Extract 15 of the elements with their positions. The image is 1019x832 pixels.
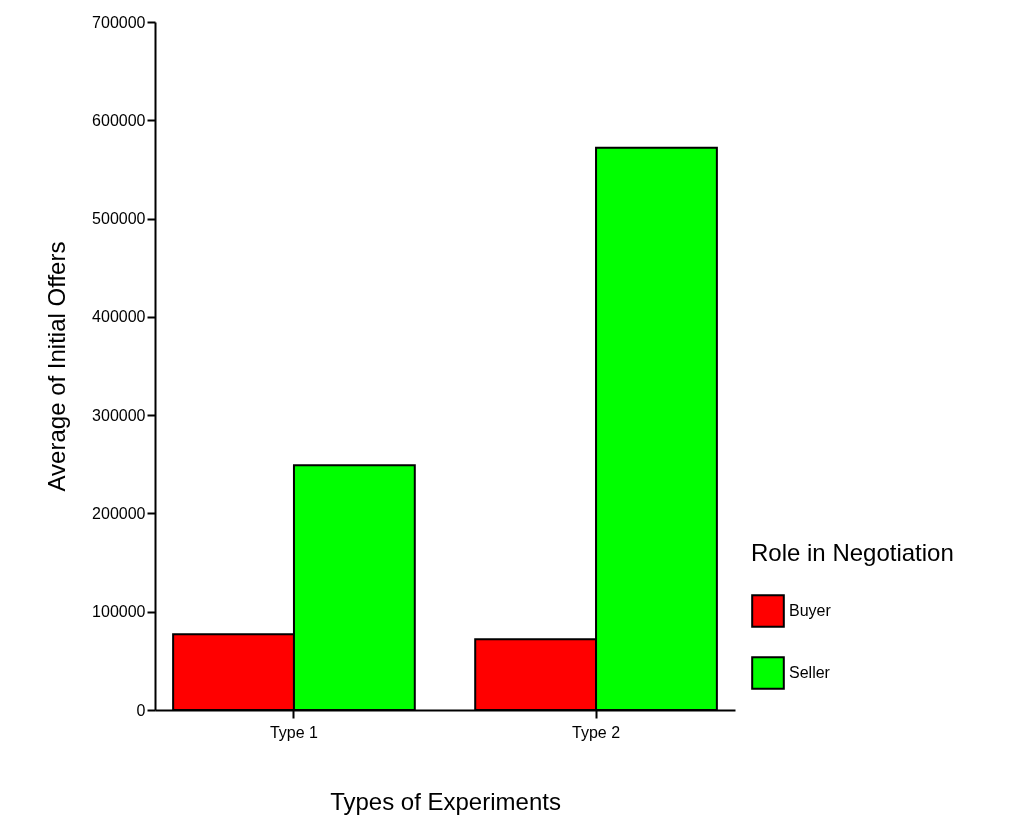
- y-tick-label: 0: [136, 701, 146, 719]
- legend-label: Seller: [789, 664, 831, 681]
- y-tick-label: 500000: [92, 210, 146, 228]
- y-tick-label: 300000: [92, 406, 146, 424]
- x-tick-label: Type 1: [269, 723, 319, 741]
- x-axis-title: Types of Experiments: [330, 787, 561, 815]
- x-tick-label: Type 2: [572, 723, 621, 741]
- y-tick-label: 100000: [92, 603, 146, 621]
- y-tick-label: 600000: [92, 111, 146, 129]
- y-tick-label: 200000: [92, 504, 146, 522]
- y-tick-label: 400000: [92, 308, 146, 326]
- y-tick-label: 700000: [92, 13, 146, 31]
- legend-title: Role in Negotiation: [751, 539, 954, 566]
- y-axis-title: Average of Initial Offers: [43, 241, 71, 492]
- legend-label: Buyer: [789, 602, 832, 619]
